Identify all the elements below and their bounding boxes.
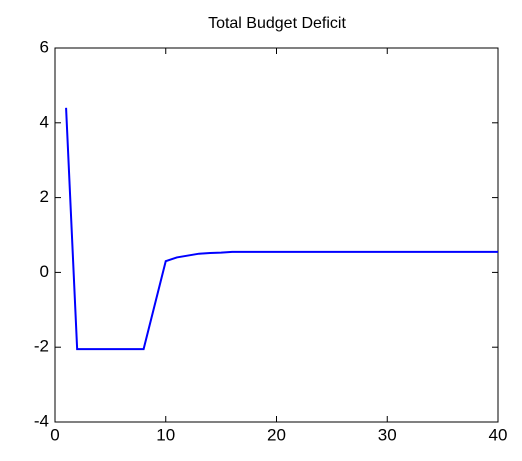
x-tick-label: 30 [378, 425, 397, 444]
y-tick-label: 6 [40, 37, 49, 56]
x-tick-label: 10 [156, 425, 175, 444]
y-tick-label: -2 [34, 337, 49, 356]
plot-frame [54, 47, 499, 423]
x-tick-label: 20 [267, 425, 286, 444]
y-tick-label: 2 [40, 187, 49, 206]
y-tick-label: -4 [34, 411, 49, 430]
x-tick-label: 0 [50, 425, 59, 444]
y-tick-label: 0 [40, 262, 49, 281]
y-tick-label: 4 [40, 112, 49, 131]
x-tick-label: 40 [489, 425, 508, 444]
chart-title: Total Budget Deficit [208, 15, 346, 32]
data-line [65, 107, 498, 351]
